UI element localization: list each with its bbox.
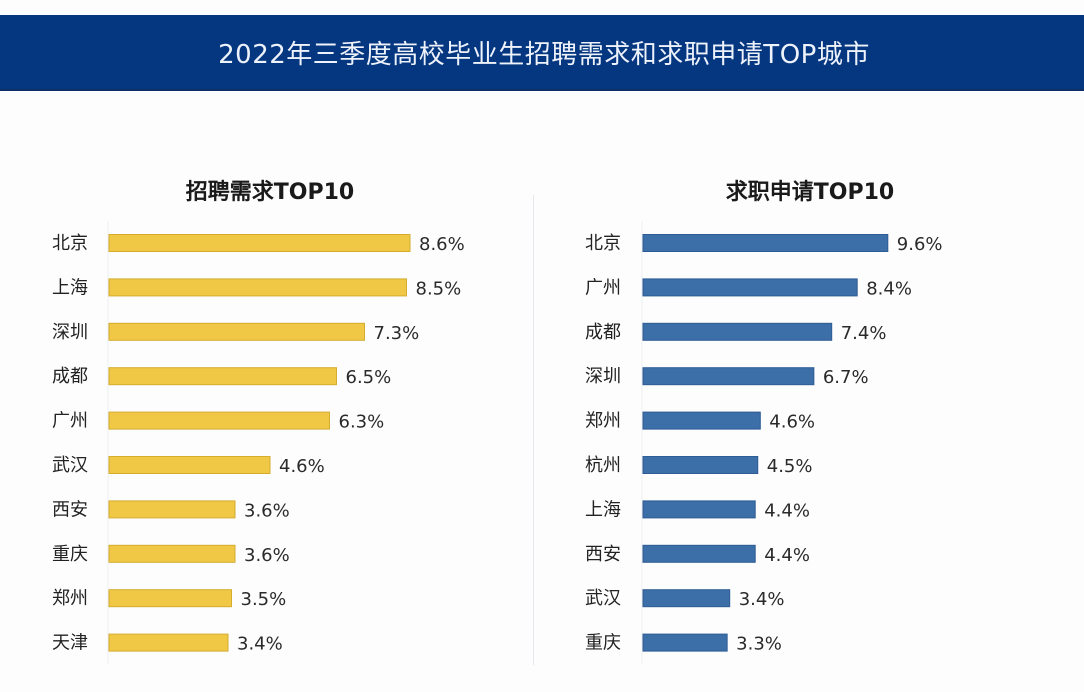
job-application-bars: 北京 9.6% 广州 8.4% 成都 7.4% 深圳 6.7% 郑州 4.6% 杭州 4.5% 上海 4.… bbox=[585, 221, 943, 665]
bar-row: 深圳 7.3% bbox=[52, 322, 419, 344]
chart-title: 求职申请TOP10 bbox=[725, 180, 895, 205]
bar-row: 深圳 6.7% bbox=[585, 366, 869, 388]
value-label: 8.6% bbox=[419, 234, 465, 255]
bar-row: 广州 8.4% bbox=[585, 277, 912, 299]
category-label: 重庆 bbox=[52, 544, 88, 565]
bar-row: 武汉 4.6% bbox=[52, 455, 325, 477]
category-label: 广州 bbox=[585, 277, 621, 298]
bar-row: 郑州 4.6% bbox=[585, 411, 815, 433]
value-label: 3.4% bbox=[739, 589, 785, 610]
category-label: 北京 bbox=[585, 233, 621, 254]
header-band: 2022年三季度高校毕业生招聘需求和求职申请TOP城市 bbox=[0, 15, 1084, 91]
bar bbox=[642, 633, 728, 652]
category-label: 武汉 bbox=[52, 455, 88, 476]
value-label: 8.4% bbox=[866, 278, 912, 299]
value-label: 6.7% bbox=[823, 367, 869, 388]
category-label: 西安 bbox=[52, 499, 88, 520]
recruitment-demand-chart: 招聘需求TOP10 北京 8.6% 上海 8.5% 深圳 7.3% 成都 6.5% 广州 6.3%… bbox=[40, 150, 510, 680]
bar bbox=[642, 367, 815, 386]
bar-row: 成都 6.5% bbox=[52, 366, 391, 388]
category-label: 天津 bbox=[52, 633, 88, 654]
bar bbox=[642, 278, 858, 297]
value-label: 4.6% bbox=[279, 456, 325, 477]
bar bbox=[642, 589, 731, 608]
bar bbox=[642, 234, 889, 252]
category-label: 重庆 bbox=[585, 633, 621, 654]
bar-row: 武汉 3.4% bbox=[585, 588, 784, 610]
bar bbox=[108, 589, 232, 608]
bar bbox=[108, 411, 330, 430]
bar-row: 上海 8.5% bbox=[52, 277, 461, 299]
bar bbox=[642, 500, 756, 519]
value-label: 8.5% bbox=[416, 278, 462, 299]
bar bbox=[108, 633, 229, 652]
bar bbox=[108, 544, 236, 563]
chart-title: 招聘需求TOP10 bbox=[185, 180, 355, 205]
bar-row: 郑州 3.5% bbox=[52, 588, 286, 610]
value-label: 6.3% bbox=[339, 412, 385, 433]
category-label: 郑州 bbox=[585, 411, 621, 432]
category-label: 成都 bbox=[52, 366, 88, 387]
bar-row: 北京 8.6% bbox=[52, 233, 465, 255]
job-application-chart: 求职申请TOP10 北京 9.6% 广州 8.4% 成都 7.4% 深圳 6.7% 郑州 4.6%… bbox=[575, 150, 1045, 680]
value-label: 7.3% bbox=[374, 323, 420, 344]
bar-row: 上海 4.4% bbox=[585, 499, 810, 521]
bar bbox=[108, 500, 236, 519]
category-label: 上海 bbox=[585, 499, 621, 520]
category-label: 武汉 bbox=[585, 588, 621, 609]
bar bbox=[642, 411, 761, 430]
value-label: 4.5% bbox=[767, 456, 813, 477]
bar-row: 成都 7.4% bbox=[585, 322, 886, 344]
category-label: 上海 bbox=[52, 277, 88, 298]
bar-row: 广州 6.3% bbox=[52, 411, 384, 433]
bar bbox=[642, 544, 756, 563]
recruitment-demand-bars: 北京 8.6% 上海 8.5% 深圳 7.3% 成都 6.5% 广州 6.3% 武汉 4.6% 西安 3.… bbox=[52, 221, 465, 665]
bar-row: 重庆 3.6% bbox=[52, 544, 290, 566]
page-title: 2022年三季度高校毕业生招聘需求和求职申请TOP城市 bbox=[218, 39, 870, 70]
value-label: 9.6% bbox=[897, 234, 943, 255]
value-label: 3.6% bbox=[244, 500, 290, 521]
category-label: 西安 bbox=[585, 544, 621, 565]
category-label: 深圳 bbox=[52, 322, 88, 343]
bar bbox=[108, 278, 407, 297]
bar-row: 重庆 3.3% bbox=[585, 633, 782, 655]
bar bbox=[642, 322, 833, 341]
bar bbox=[108, 367, 337, 386]
value-label: 3.5% bbox=[241, 589, 287, 610]
category-label: 郑州 bbox=[52, 588, 88, 609]
value-label: 4.6% bbox=[769, 412, 815, 433]
value-label: 7.4% bbox=[841, 323, 887, 344]
value-label: 3.6% bbox=[244, 545, 290, 566]
category-label: 广州 bbox=[52, 411, 88, 432]
bar bbox=[108, 234, 411, 252]
category-label: 杭州 bbox=[585, 455, 621, 476]
value-label: 6.5% bbox=[346, 367, 392, 388]
category-label: 北京 bbox=[52, 233, 88, 254]
value-label: 4.4% bbox=[764, 545, 810, 566]
bar-row: 北京 9.6% bbox=[585, 233, 943, 255]
bar-row: 杭州 4.5% bbox=[585, 455, 812, 477]
bar bbox=[108, 322, 365, 341]
bar-row: 天津 3.4% bbox=[52, 633, 283, 655]
value-label: 3.4% bbox=[237, 634, 283, 655]
value-label: 3.3% bbox=[736, 634, 782, 655]
value-label: 4.4% bbox=[764, 500, 810, 521]
bar-row: 西安 4.4% bbox=[585, 544, 810, 566]
category-label: 深圳 bbox=[585, 366, 621, 387]
bar bbox=[642, 456, 759, 474]
panel-divider bbox=[533, 195, 534, 665]
bar-row: 西安 3.6% bbox=[52, 499, 290, 521]
category-label: 成都 bbox=[585, 322, 621, 343]
bar bbox=[108, 456, 271, 474]
